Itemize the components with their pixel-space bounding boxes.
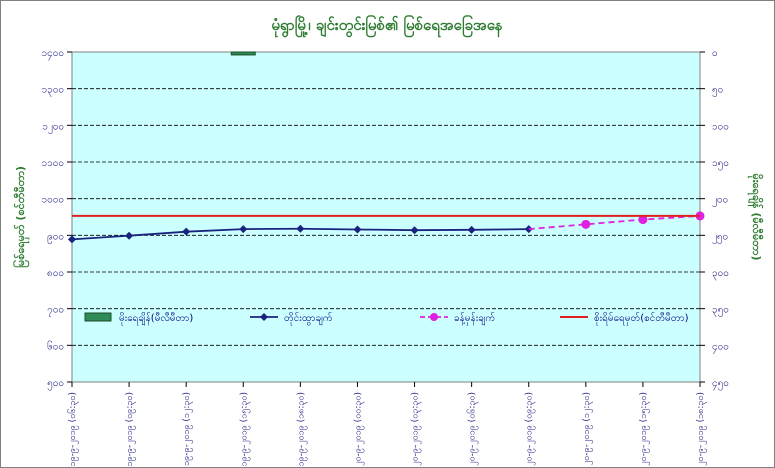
measured-point xyxy=(239,225,248,234)
measured-point xyxy=(410,226,419,235)
plot-area xyxy=(71,51,701,383)
measured-point xyxy=(68,235,76,244)
left-tick-label: ၆၀၀ xyxy=(47,339,64,352)
x-axis-ticks: ၁၉-၉-၂၀၁၉ (၀၆:၃၀) ၁၉-၉-၂၀၁၉ (၀၉:၃၀) ၁၉-၉-၂… xyxy=(67,382,707,467)
rainfall-bar xyxy=(230,51,256,56)
x-tick-label: ၁၉-၉-၂၀၁၉ (၀၆:၃၀) xyxy=(67,392,79,466)
right-tick-label: ၃၅၀ xyxy=(712,305,729,318)
left-tick-label: ၇၀၀ xyxy=(47,305,64,318)
x-tick-label: ၂၀-၉-၂၀၁၉ (၁၈:၃၀) xyxy=(696,392,707,466)
right-axis-label: မိုးရေချိန် (မီလီမီတာ) xyxy=(747,174,764,261)
right-tick-label: ၂၀၀ xyxy=(712,195,728,208)
right-tick-label: ၁၅၀ xyxy=(712,158,729,171)
legend: မိုးရေချိန်(မီလီမီတာ) တိုင်းထွာချက် ခန့်မှ… xyxy=(84,311,689,326)
x-tick-label: ၂၀-၉-၂၀၁၉ (၀၃:၃၀) xyxy=(411,392,422,466)
left-tick-label: ၁၁၀၀ xyxy=(42,158,65,169)
right-tick-label: ၃၀၀ xyxy=(712,268,729,281)
x-tick-label: ၁၉-၉-၂၀၁၉ (၁၂:၃၀) xyxy=(182,392,193,466)
right-tick-label: ၄၅၀ xyxy=(712,378,729,391)
measured-point xyxy=(125,231,134,240)
legend-marker-measured xyxy=(260,313,268,321)
left-tick-label: ၁၃၀၀ xyxy=(42,85,65,98)
series-marks xyxy=(68,51,705,244)
x-tick-label: ၁၉-၉-၂၀၁၉ (၁၅:၃၀) xyxy=(239,392,250,466)
legend-label: မိုးရေချိန်(မီလီမီတာ) xyxy=(119,311,193,326)
forecast-line xyxy=(528,215,701,230)
legend-swatch-rainfall xyxy=(84,312,112,322)
measured-point xyxy=(296,224,305,233)
right-tick-label: ၀ xyxy=(712,48,718,59)
x-tick-label: ၁၉-၉-၂၀၁၉ (၁၈:၃၀) xyxy=(296,392,307,467)
x-tick-label: ၁၉-၉-၂၀၁၉ (၀၉:၃၀) xyxy=(125,392,136,466)
left-tick-label: ၅၀၀ xyxy=(47,378,64,391)
measured-point xyxy=(467,225,476,234)
legend-label: စိုးရိမ်ရေမှတ်(စင်တီမီတာ) xyxy=(594,311,689,326)
left-tick-label: ၁၀၀၀ xyxy=(42,195,65,206)
x-tick-label: ၂၀-၉-၂၀၁၉ (၀၀:၃၀) xyxy=(353,392,364,466)
legend-label: ခန့်မှန်းချက် xyxy=(454,311,495,326)
forecast-point xyxy=(638,215,648,225)
forecast-point xyxy=(581,219,591,229)
gridlines xyxy=(72,88,700,346)
left-tick-label: ၁၂၀၀ xyxy=(42,121,64,134)
legend-marker-forecast xyxy=(430,313,438,321)
x-tick-label: ၂၀-၉-၂၀၁၉ (၁၅:၃၀) xyxy=(639,392,650,466)
x-tick-label: ၂၀-၉-၂၀၁၉ (၁၂:၃၀) xyxy=(582,392,593,465)
x-tick-label: ၂၀-၉-၂၀၁၉ (၀၆:၃၀) xyxy=(467,392,479,466)
right-tick-label: ၂၅၀ xyxy=(712,231,728,244)
x-tick-label: ၂၀-၉-၂၀၁၉ (၀၉:၃၀) xyxy=(525,392,536,466)
left-axis-label: မြစ်ရေမှတ် (စင်တီမီတာ) xyxy=(12,166,30,268)
right-tick-label: ၁၀၀ xyxy=(712,121,729,132)
right-tick-label: ၄၀၀ xyxy=(712,341,729,354)
measured-point xyxy=(353,225,362,234)
measured-point xyxy=(182,227,191,236)
left-tick-label: ၈၀၀ xyxy=(47,268,64,279)
left-tick-label: ၉၀၀ xyxy=(47,231,64,244)
legend-label: တိုင်းထွာချက် xyxy=(284,311,333,326)
right-tick-label: ၅၀ xyxy=(712,85,723,98)
left-tick-label: ၁၄၀၀ xyxy=(42,48,65,61)
